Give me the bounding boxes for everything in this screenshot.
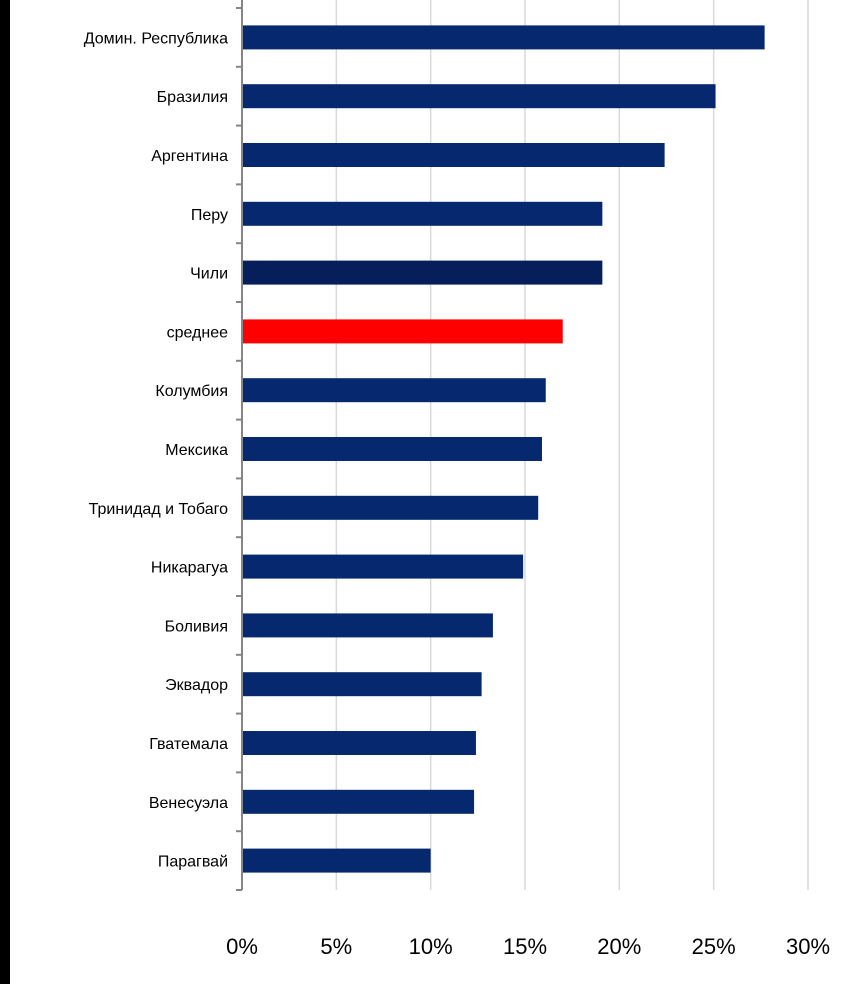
category-label: Боливия — [165, 618, 228, 635]
category-labels: Домин. Республика Бразилия Аргентина Перу Чи… — [84, 30, 228, 870]
bar — [242, 201, 603, 226]
x-tick-label: 10% — [409, 934, 453, 959]
category-label: Перу — [191, 207, 228, 224]
x-tick-label: 30% — [786, 934, 830, 959]
bar — [242, 495, 539, 520]
axis-label-background — [10, 890, 854, 984]
category-label: Эквадор — [165, 677, 228, 694]
x-tick-labels: 0% 5% 10% 15% 20% 25% 30% — [226, 934, 830, 959]
category-label: Бразилия — [157, 89, 228, 106]
x-tick-label: 20% — [597, 934, 641, 959]
category-label: Парагвай — [158, 854, 228, 871]
x-tick-label: 25% — [692, 934, 736, 959]
bar — [242, 613, 493, 638]
bar — [242, 84, 716, 109]
bar — [242, 731, 476, 755]
bar — [242, 554, 524, 579]
bar — [242, 848, 431, 873]
x-tick-label: 5% — [320, 934, 352, 959]
category-label: Домин. Республика — [84, 30, 228, 47]
bar — [242, 672, 482, 697]
category-label: Колумбия — [155, 383, 228, 400]
category-label: среднее — [167, 324, 229, 341]
category-label: Мексика — [165, 442, 228, 459]
bar — [242, 319, 563, 344]
category-label: Тринидад и Тобаго — [89, 501, 228, 518]
bar — [242, 25, 765, 50]
bar — [242, 789, 475, 814]
category-label: Аргентина — [151, 148, 228, 165]
category-label: Венесуэла — [149, 795, 228, 812]
category-label: Гватемала — [149, 736, 228, 753]
bar — [242, 143, 665, 167]
bar-layer — [242, 25, 765, 873]
x-tick-label: 15% — [503, 934, 547, 959]
category-label: Чили — [190, 266, 228, 283]
bar — [242, 378, 546, 403]
y-axis — [236, 0, 243, 891]
bar — [242, 437, 542, 461]
category-label: Никарагуа — [151, 560, 228, 577]
x-tick-label: 0% — [226, 934, 258, 959]
bar — [242, 260, 603, 285]
